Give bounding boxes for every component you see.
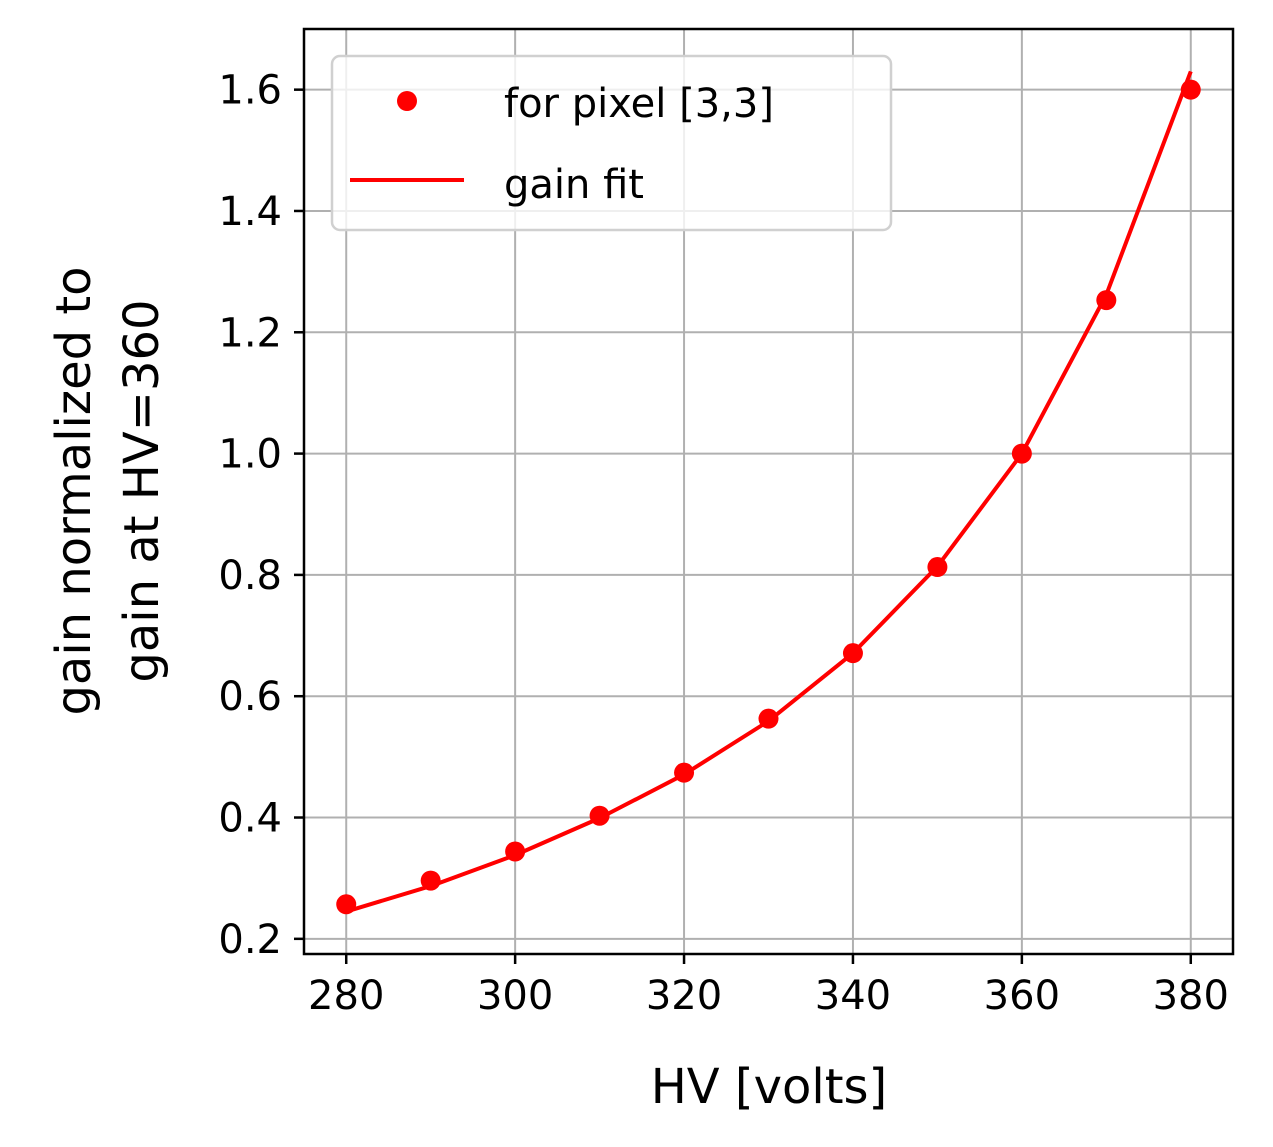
- data-point: [927, 557, 948, 578]
- x-axis-title: HV [volts]: [651, 1059, 888, 1115]
- x-tick-label: 320: [646, 973, 722, 1019]
- data-point: [1180, 79, 1201, 100]
- legend-marker-points: [397, 91, 417, 111]
- data-point: [1096, 290, 1117, 311]
- data-point: [336, 894, 357, 915]
- y-tick-label: 1.6: [218, 68, 282, 114]
- legend-box: [330, 54, 893, 232]
- x-tick-label: 340: [815, 973, 891, 1019]
- plot-frame: [302, 27, 1235, 956]
- data-point: [758, 708, 779, 729]
- legend: for pixel [3,3] gain fit: [330, 54, 893, 232]
- data-point: [505, 841, 526, 862]
- y-tick-label: 1.2: [218, 310, 282, 356]
- data-point: [589, 805, 610, 826]
- x-tick-label: 280: [308, 973, 384, 1019]
- x-tick-label: 380: [1153, 973, 1229, 1019]
- data-point: [420, 870, 441, 891]
- legend-label-points: for pixel [3,3]: [504, 81, 774, 127]
- y-axis-title-line-2-text: gain at HV=360: [114, 299, 170, 682]
- data-point: [842, 643, 863, 664]
- x-tick-label: 300: [477, 973, 553, 1019]
- y-tick-label: 1.0: [218, 432, 282, 478]
- y-tick-label: 1.4: [218, 189, 282, 235]
- y-tick-label: 0.2: [218, 917, 282, 963]
- data-point: [1011, 443, 1032, 464]
- y-tick-label: 0.6: [218, 674, 282, 720]
- data-point: [674, 762, 695, 783]
- y-tick-label: 0.8: [218, 553, 282, 599]
- y-axis-title-line-1-text: gain normalized to: [46, 266, 102, 715]
- x-tick-label: 360: [984, 973, 1060, 1019]
- axis-ticks: 280 300 320 340 360 380 0.2 0.4 0.6 0.8 1.0 1.2 1.4 1…: [218, 68, 1229, 1019]
- y-tick-label: 0.4: [218, 796, 282, 842]
- legend-label-line: gain fit: [504, 162, 644, 208]
- plot-series: [336, 70, 1201, 915]
